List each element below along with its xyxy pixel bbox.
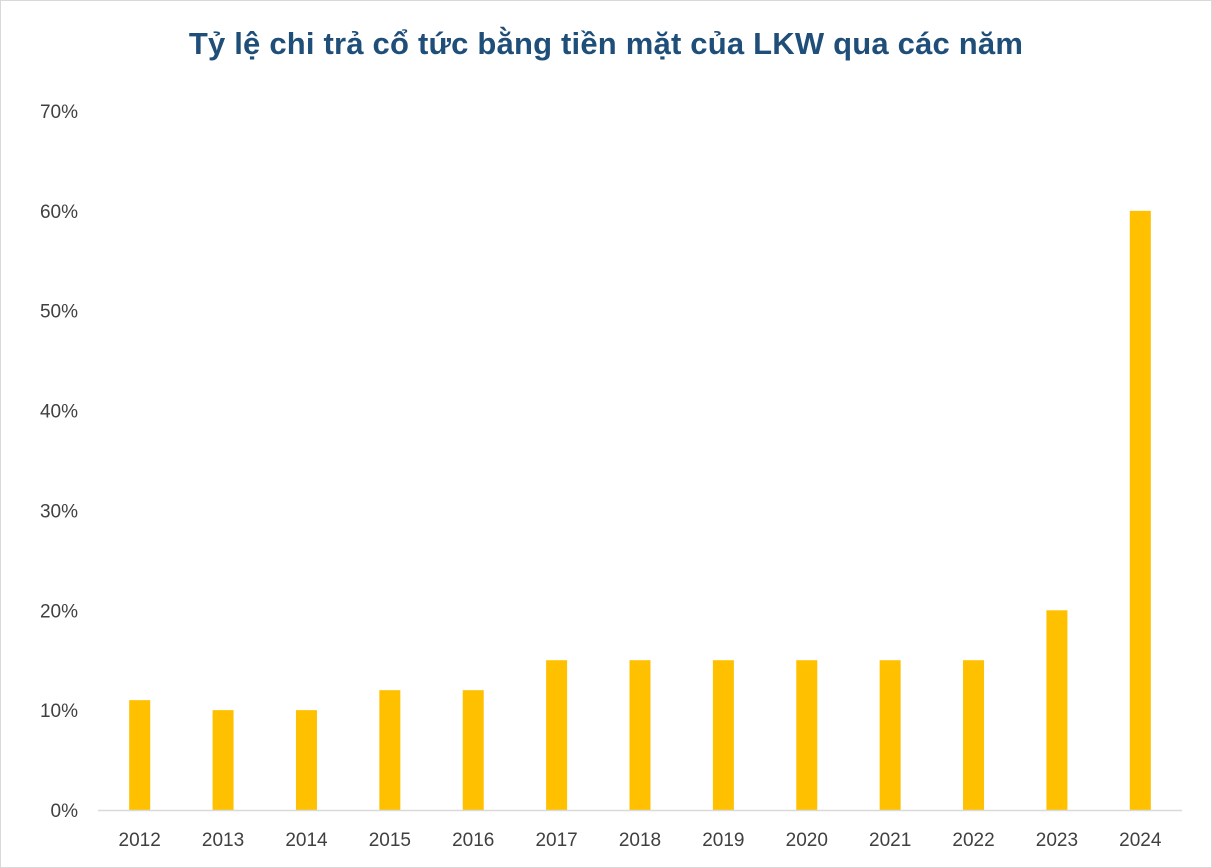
x-tick-label: 2019 — [702, 830, 744, 851]
chart-title: Tỷ lệ chi trả cổ tức bằng tiền mặt của L… — [188, 26, 1024, 61]
y-tick-label: 40% — [40, 402, 78, 423]
bar-2023 — [1046, 610, 1068, 810]
y-tick-label: 0% — [51, 801, 79, 822]
y-tick-label: 60% — [40, 202, 78, 223]
x-tick-label: 2012 — [119, 830, 161, 851]
x-tick-label: 2016 — [452, 830, 494, 851]
y-tick-label: 30% — [40, 501, 78, 522]
bar-2021 — [879, 660, 901, 810]
bar-2014 — [295, 710, 317, 810]
x-tick-label: 2017 — [535, 830, 577, 851]
bar-2012 — [129, 700, 151, 810]
x-tick-label: 2023 — [1036, 830, 1078, 851]
x-tick-label: 2014 — [285, 830, 328, 851]
x-tick-label: 2018 — [619, 830, 661, 851]
bar-2015 — [379, 690, 401, 810]
bar-2020 — [796, 660, 818, 810]
x-tick-label: 2015 — [369, 830, 411, 851]
x-tick-label: 2022 — [952, 830, 994, 851]
x-tick-label: 2013 — [202, 830, 244, 851]
bar-2019 — [712, 660, 734, 810]
bars — [129, 210, 1151, 810]
bar-2017 — [546, 660, 568, 810]
bar-2013 — [212, 710, 234, 810]
bar-2016 — [462, 690, 484, 810]
x-tick-label: 2024 — [1119, 830, 1162, 851]
y-tick-label: 70% — [40, 102, 78, 123]
bar-2022 — [963, 660, 985, 810]
x-tick-label: 2020 — [786, 830, 828, 851]
x-tick-label: 2021 — [869, 830, 911, 851]
y-tick-label: 10% — [40, 701, 78, 722]
bar-2024 — [1129, 210, 1151, 810]
y-tick-label: 50% — [40, 302, 78, 323]
y-axis-ticks: 0% 10% 20% 30% 40% 50% 60% 70% — [40, 102, 78, 822]
y-tick-label: 20% — [40, 601, 78, 622]
x-axis-ticks: 2012 2013 2014 2015 2016 2017 2018 2019 2020 2021… — [119, 830, 1162, 851]
bar-2018 — [629, 660, 651, 810]
